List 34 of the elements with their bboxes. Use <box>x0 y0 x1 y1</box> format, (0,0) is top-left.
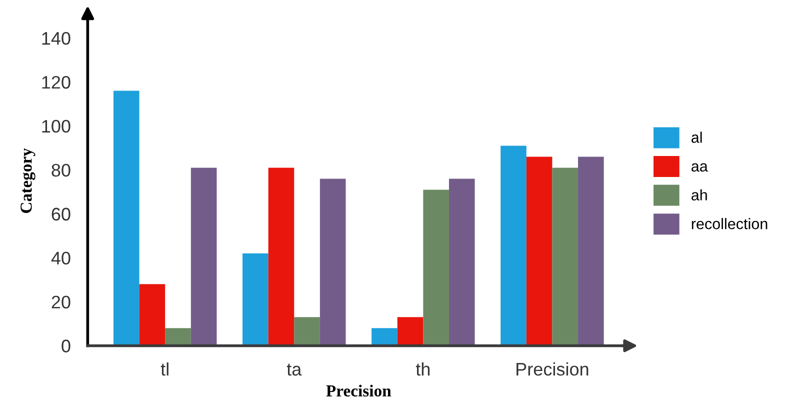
y-tick-label: 120 <box>42 76 70 89</box>
bar <box>294 317 320 346</box>
bar <box>448 178 475 346</box>
bar <box>500 146 526 346</box>
x-tick-label: Precision <box>516 362 588 376</box>
bar <box>165 328 191 346</box>
x-axis-title: Precision <box>326 384 392 397</box>
bar <box>139 284 166 346</box>
y-tick-label: 40 <box>51 252 70 265</box>
bar <box>242 253 268 346</box>
y-tick-label: 60 <box>52 208 70 221</box>
bar <box>552 168 578 346</box>
bar <box>320 178 346 346</box>
legend-label: recollection <box>692 218 768 230</box>
bar <box>578 156 604 346</box>
y-tick-label: 100 <box>42 120 70 133</box>
bar <box>372 328 398 346</box>
x-tick-label: ta <box>286 364 302 376</box>
bar <box>423 190 449 346</box>
y-axis-title: Category <box>20 148 36 213</box>
legend-label: aa <box>692 163 708 172</box>
y-tick-label: 20 <box>52 296 70 308</box>
bar <box>113 90 140 346</box>
bar <box>190 168 217 346</box>
y-tick-label: 140 <box>42 32 70 45</box>
bar <box>268 168 294 346</box>
x-tick-label: tl <box>160 362 168 376</box>
legend-label: al <box>692 132 702 143</box>
y-tick-label: 0 <box>62 340 70 352</box>
x-tick-label: th <box>416 362 430 376</box>
bar <box>526 156 552 346</box>
y-tick-label: 80 <box>52 164 70 177</box>
legend-label: ah <box>692 189 707 200</box>
bar <box>397 317 424 346</box>
